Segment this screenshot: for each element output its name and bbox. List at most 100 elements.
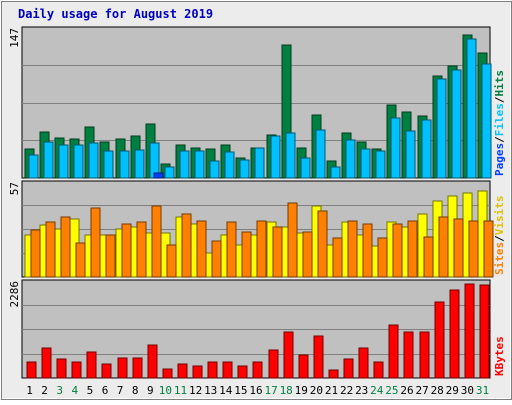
panel-visits-legend-item-2: Visits	[493, 196, 506, 236]
bar-kbytes-kbytes-day-9	[147, 344, 158, 379]
x-tick-label-day-22: 22	[340, 384, 353, 397]
panel-kbytes: 2286 KBytes	[8, 279, 506, 379]
bar-hits-files-day-29	[451, 69, 462, 179]
bar-visits-sites-day-19	[302, 231, 313, 278]
bar-kbytes-kbytes-day-27	[419, 331, 430, 379]
x-tick-label-day-17: 17	[264, 384, 277, 397]
bar-visits-sites-day-27	[423, 236, 434, 278]
x-tick-label-day-30: 30	[461, 384, 474, 397]
bar-visits-sites-day-2	[45, 221, 56, 278]
bar-kbytes-kbytes-day-16	[252, 361, 263, 379]
bar-hits-files-day-21	[330, 166, 341, 179]
bar-visits-sites-day-24	[377, 237, 388, 278]
x-tick-label-day-23: 23	[355, 384, 368, 397]
panel-hits-bars	[24, 34, 492, 179]
panel-hits-legend-item-1: /	[493, 136, 506, 143]
bar-visits-sites-day-20	[317, 210, 328, 278]
x-tick-label-day-1: 1	[26, 384, 33, 397]
bar-visits-sites-day-30	[468, 220, 479, 278]
panel-kbytes-legend-item-0: KBytes	[493, 336, 506, 376]
panel-hits-ymax-label: 147	[8, 28, 21, 48]
bar-hits-files-day-31	[481, 63, 492, 179]
bar-visits-sites-day-18	[287, 202, 298, 278]
bar-visits-sites-day-26	[407, 220, 418, 278]
x-tick-label-day-2: 2	[41, 384, 48, 397]
panel-visits-bars	[24, 190, 494, 278]
bar-kbytes-kbytes-day-15	[237, 365, 248, 379]
bar-visits-sites-day-31	[483, 220, 494, 278]
x-tick-label-day-29: 29	[446, 384, 459, 397]
x-tick-label-day-20: 20	[310, 384, 323, 397]
panel-hits-legend-item-0: Pages	[493, 143, 506, 176]
bar-kbytes-kbytes-day-17	[268, 349, 279, 379]
bar-hits-files-day-15	[239, 159, 250, 179]
panel-visits-ymax-label: 57	[8, 182, 21, 195]
bar-kbytes-kbytes-day-21	[328, 369, 339, 379]
bar-kbytes-kbytes-day-26	[403, 331, 414, 379]
bar-hits-files-day-26	[405, 130, 416, 179]
x-tick-label-day-9: 9	[147, 384, 154, 397]
bar-hits-files-day-1	[28, 154, 39, 179]
x-tick-label-day-15: 15	[234, 384, 247, 397]
bar-hits-files-day-22	[345, 139, 356, 179]
bar-kbytes-kbytes-day-8	[132, 357, 143, 379]
bar-kbytes-kbytes-day-28	[434, 301, 445, 379]
bar-hits-pages-day-9	[153, 172, 164, 179]
bar-visits-sites-day-28	[438, 216, 449, 278]
bar-visits-sites-day-15	[241, 231, 252, 278]
x-tick-label-day-21: 21	[325, 384, 338, 397]
bar-hits-files-day-14	[224, 151, 235, 179]
x-tick-label-day-6: 6	[102, 384, 109, 397]
x-tick-label-day-19: 19	[295, 384, 308, 397]
x-tick-label-day-18: 18	[280, 384, 293, 397]
panel-kbytes-bars	[26, 283, 490, 379]
bar-visits-sites-day-21	[332, 237, 343, 278]
bar-hits-files-day-30	[466, 38, 477, 179]
x-tick-label-day-27: 27	[415, 384, 428, 397]
bar-visits-sites-day-17	[272, 226, 283, 278]
bar-kbytes-kbytes-day-13	[207, 361, 218, 379]
bar-hits-files-day-6	[103, 150, 114, 179]
bar-hits-files-day-12	[194, 150, 205, 179]
x-tick-label-day-8: 8	[132, 384, 139, 397]
chart-title: Daily usage for August 2019	[18, 7, 213, 21]
bar-kbytes-kbytes-day-24	[373, 361, 384, 379]
bar-kbytes-kbytes-day-3	[56, 358, 67, 379]
bar-hits-files-day-17	[270, 135, 281, 179]
bar-kbytes-kbytes-day-4	[71, 361, 82, 379]
bar-hits-files-day-11	[179, 150, 190, 179]
bar-kbytes-kbytes-day-2	[41, 347, 52, 379]
bar-hits-files-day-2	[43, 141, 54, 179]
bar-hits-files-day-18	[285, 132, 296, 179]
panel-visits: 57 Sites/Visits	[8, 180, 506, 278]
bar-hits-files-day-3	[58, 144, 69, 179]
panel-hits-legend-item-4: Hits	[493, 70, 506, 97]
x-tick-label-day-4: 4	[71, 384, 78, 397]
bar-visits-sites-day-6	[105, 234, 116, 278]
x-tick-label-day-10: 10	[159, 384, 172, 397]
x-tick-label-day-5: 5	[87, 384, 94, 397]
x-tick-label-day-14: 14	[219, 384, 233, 397]
x-tick-label-day-3: 3	[56, 384, 63, 397]
bar-visits-sites-day-1	[30, 229, 41, 278]
bar-kbytes-kbytes-day-18	[283, 331, 294, 379]
bar-visits-sites-day-5	[90, 207, 101, 278]
bar-kbytes-kbytes-day-6	[101, 363, 112, 379]
bar-kbytes-kbytes-day-5	[86, 351, 97, 379]
bar-kbytes-kbytes-day-22	[343, 358, 354, 379]
bar-hits-files-day-5	[88, 142, 99, 179]
bar-visits-sites-day-12	[196, 220, 207, 278]
bar-visits-sites-day-16	[256, 220, 267, 278]
bar-hits-files-day-27	[421, 119, 432, 179]
bar-kbytes-kbytes-day-11	[177, 363, 188, 379]
bar-hits-files-day-19	[300, 157, 311, 179]
bar-visits-sites-day-25	[392, 223, 403, 278]
bar-hits-files-day-28	[436, 78, 447, 179]
bar-kbytes-kbytes-day-31	[479, 284, 490, 379]
panel-visits-legend-item-0: Sites	[493, 242, 506, 275]
bar-kbytes-kbytes-day-20	[313, 335, 324, 379]
panel-hits-legend-item-3: /	[493, 96, 506, 103]
